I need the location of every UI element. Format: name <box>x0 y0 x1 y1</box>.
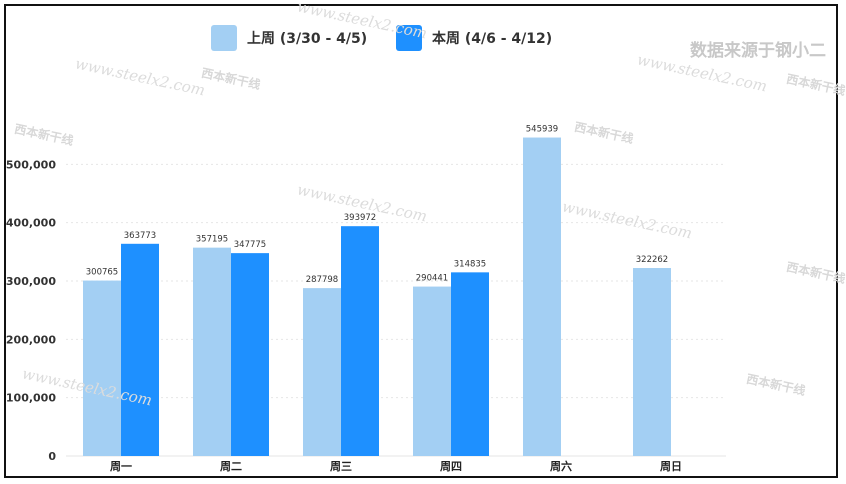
data-label: 363773 <box>124 231 156 241</box>
data-label: 314835 <box>454 259 486 269</box>
source-note: 数据来源于钢小二 <box>690 41 826 61</box>
y-tick-label: 0 <box>48 450 56 463</box>
y-tick-label: 200,000 <box>6 333 56 346</box>
y-tick-label: 300,000 <box>6 275 56 288</box>
x-tick-label: 周四 <box>440 460 462 473</box>
bar-chart: 0 100,000 200,000 300,000 400,000 500,000 周一 30… <box>6 125 726 473</box>
y-tick-label: 100,000 <box>6 392 56 405</box>
data-label: 393972 <box>344 213 376 223</box>
bar-current-week[interactable] <box>451 272 489 456</box>
y-tick-label: 500,000 <box>6 158 56 171</box>
x-tick-label: 周三 <box>330 460 352 473</box>
data-label: 357195 <box>196 235 228 245</box>
bar-prev-week[interactable] <box>193 247 231 456</box>
legend-label-curr: 本周 (4/6 - 4/12) <box>432 31 553 47</box>
bar-prev-week[interactable] <box>633 268 671 456</box>
data-label: 300765 <box>86 268 118 278</box>
data-label: 287798 <box>306 275 338 285</box>
bar-prev-week[interactable] <box>303 288 341 456</box>
bar-prev-week[interactable] <box>83 280 121 456</box>
x-tick-label: 周一 <box>110 460 132 473</box>
bar-current-week[interactable] <box>341 226 379 456</box>
data-label: 290441 <box>416 274 448 284</box>
data-label: 322262 <box>636 255 668 265</box>
data-label: 545939 <box>526 125 558 135</box>
legend-swatch-prev <box>211 25 237 51</box>
y-tick-label: 400,000 <box>6 217 56 230</box>
x-tick-label: 周日 <box>660 460 682 473</box>
chart-frame: 0 100,000 200,000 300,000 400,000 500,000 周一 30… <box>4 0 846 478</box>
bar-prev-week[interactable] <box>523 137 561 456</box>
x-tick-label: 周六 <box>550 459 572 473</box>
legend-item-current-week[interactable]: 本周 (4/6 - 4/12) <box>396 25 552 51</box>
bar-prev-week[interactable] <box>413 286 451 456</box>
legend-item-prev-week[interactable]: 上周 (3/30 - 4/5) <box>211 25 367 51</box>
bar-current-week[interactable] <box>231 253 269 456</box>
bar-current-week[interactable] <box>121 243 159 456</box>
legend-swatch-curr <box>396 25 422 51</box>
data-label: 347775 <box>234 240 266 250</box>
legend-label-prev: 上周 (3/30 - 4/5) <box>247 31 368 47</box>
x-tick-label: 周二 <box>220 460 242 473</box>
